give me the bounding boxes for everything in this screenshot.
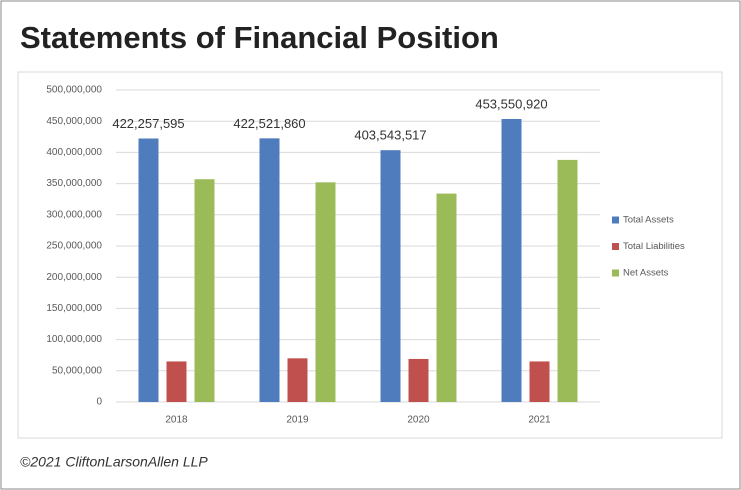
footer: ©2021 CliftonLarsonAllen LLP [20, 454, 208, 470]
x-tick-label: 2018 [165, 415, 188, 426]
y-tick-label: 450,000,000 [46, 116, 102, 127]
x-tick-label: 2019 [286, 415, 309, 426]
legend-swatch [612, 269, 619, 277]
legend-label: Total Liabilities [623, 241, 685, 252]
slide-title: Statements of Financial Position [20, 20, 499, 55]
bar [259, 138, 280, 402]
bar [408, 358, 429, 402]
bar [138, 138, 159, 402]
y-tick-label: 350,000,000 [46, 178, 102, 189]
bar [557, 159, 578, 402]
value-label: 422,257,595 [112, 116, 184, 131]
x-tick-label: 2020 [407, 415, 430, 426]
y-tick-label: 150,000,000 [46, 303, 102, 314]
x-tick-label: 2021 [528, 415, 551, 426]
bar [287, 358, 308, 402]
bar [501, 118, 522, 402]
y-tick-label: 100,000,000 [46, 334, 102, 345]
legend-swatch [612, 216, 619, 224]
y-tick-label: 250,000,000 [46, 241, 102, 252]
y-tick-label: 50,000,000 [52, 365, 102, 376]
bar [436, 193, 457, 402]
bar [529, 361, 550, 402]
y-tick-label: 500,000,000 [46, 85, 102, 96]
y-tick-label: 200,000,000 [46, 272, 102, 283]
y-tick-label: 400,000,000 [46, 147, 102, 158]
legend-swatch [612, 243, 619, 250]
bar [166, 361, 187, 402]
value-label: 422,521,860 [233, 116, 305, 131]
bar [380, 150, 401, 402]
y-tick-label: 0 [96, 397, 102, 408]
legend-label: Total Assets [623, 215, 674, 226]
chart-frame [17, 71, 723, 439]
y-tick-label: 300,000,000 [46, 209, 102, 220]
value-label: 403,543,517 [354, 128, 426, 143]
legend-label: Net Assets [623, 268, 669, 279]
bar [315, 182, 336, 402]
value-label: 453,550,920 [475, 96, 547, 111]
bar [194, 179, 215, 402]
